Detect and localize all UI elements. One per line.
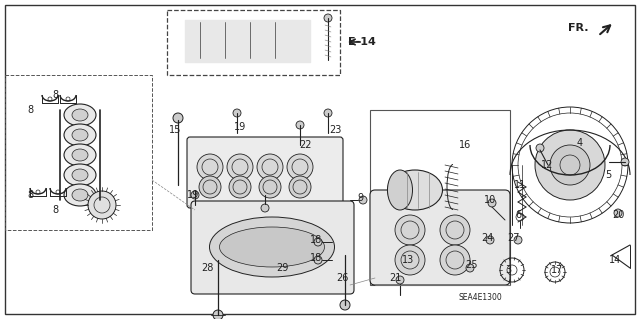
Text: 15: 15 (169, 125, 181, 135)
Bar (185, 20, 310, 62)
Circle shape (233, 109, 241, 117)
Circle shape (514, 236, 522, 244)
Ellipse shape (220, 227, 324, 267)
Circle shape (324, 14, 332, 22)
Circle shape (614, 209, 622, 217)
Ellipse shape (387, 170, 442, 210)
Circle shape (440, 215, 470, 245)
Circle shape (486, 236, 494, 244)
Text: 27: 27 (507, 233, 519, 243)
Ellipse shape (64, 164, 96, 186)
Text: 11: 11 (514, 180, 526, 190)
Text: 19: 19 (187, 190, 199, 200)
FancyBboxPatch shape (187, 137, 343, 208)
Circle shape (395, 215, 425, 245)
Text: 9: 9 (357, 193, 363, 203)
Bar (167, 10, 340, 75)
Text: 8: 8 (52, 205, 58, 215)
Text: 14: 14 (609, 255, 621, 265)
Circle shape (289, 176, 311, 198)
Ellipse shape (64, 184, 96, 206)
FancyBboxPatch shape (191, 201, 354, 294)
Text: 8: 8 (27, 190, 33, 200)
Text: 19: 19 (234, 122, 246, 132)
Text: 21: 21 (389, 273, 401, 283)
Text: 17: 17 (551, 265, 563, 275)
Circle shape (535, 130, 605, 200)
Text: 20: 20 (612, 210, 624, 220)
Ellipse shape (64, 104, 96, 126)
Ellipse shape (209, 217, 335, 277)
Circle shape (340, 300, 350, 310)
Circle shape (359, 196, 367, 204)
Circle shape (257, 154, 283, 180)
Text: 16: 16 (459, 140, 471, 150)
Text: 5: 5 (605, 170, 611, 180)
Text: 28: 28 (201, 263, 213, 273)
Text: 23: 23 (329, 125, 341, 135)
Circle shape (395, 245, 425, 275)
Text: 10: 10 (484, 195, 496, 205)
Text: 4: 4 (577, 138, 583, 148)
Circle shape (324, 109, 332, 117)
Circle shape (287, 154, 313, 180)
Ellipse shape (72, 189, 88, 201)
Circle shape (396, 276, 404, 284)
Text: 29: 29 (276, 263, 288, 273)
Text: 18: 18 (310, 253, 322, 263)
Text: 12: 12 (541, 160, 553, 170)
Circle shape (229, 176, 251, 198)
Circle shape (261, 204, 269, 212)
Circle shape (440, 245, 470, 275)
Circle shape (199, 176, 221, 198)
Ellipse shape (64, 124, 96, 146)
Text: 6: 6 (515, 210, 521, 220)
Ellipse shape (72, 149, 88, 161)
Text: 22: 22 (299, 140, 311, 150)
Circle shape (296, 121, 304, 129)
Text: 25: 25 (466, 260, 478, 270)
Text: 18: 18 (310, 235, 322, 245)
Text: 8: 8 (27, 105, 33, 115)
Text: 13: 13 (402, 255, 414, 265)
Circle shape (173, 113, 183, 123)
Ellipse shape (72, 109, 88, 121)
Bar (370, 110, 510, 285)
Ellipse shape (72, 169, 88, 181)
Circle shape (314, 256, 322, 264)
Circle shape (536, 144, 544, 152)
Circle shape (197, 154, 223, 180)
Circle shape (191, 191, 199, 199)
Circle shape (621, 158, 629, 166)
Bar (5, 75, 152, 230)
Ellipse shape (387, 170, 413, 210)
Circle shape (259, 176, 281, 198)
Ellipse shape (72, 129, 88, 141)
Circle shape (88, 191, 116, 219)
Circle shape (466, 264, 474, 272)
FancyBboxPatch shape (370, 190, 510, 285)
Text: 3: 3 (505, 265, 511, 275)
Circle shape (227, 154, 253, 180)
Text: 8: 8 (52, 90, 58, 100)
Ellipse shape (64, 144, 96, 166)
Text: 26: 26 (336, 273, 348, 283)
Circle shape (314, 238, 322, 246)
Text: SEA4E1300: SEA4E1300 (458, 293, 502, 302)
Circle shape (213, 310, 223, 319)
Text: E-14: E-14 (348, 37, 376, 47)
Circle shape (550, 145, 590, 185)
Text: FR.: FR. (568, 23, 588, 33)
Text: 24: 24 (481, 233, 493, 243)
Circle shape (488, 199, 496, 207)
